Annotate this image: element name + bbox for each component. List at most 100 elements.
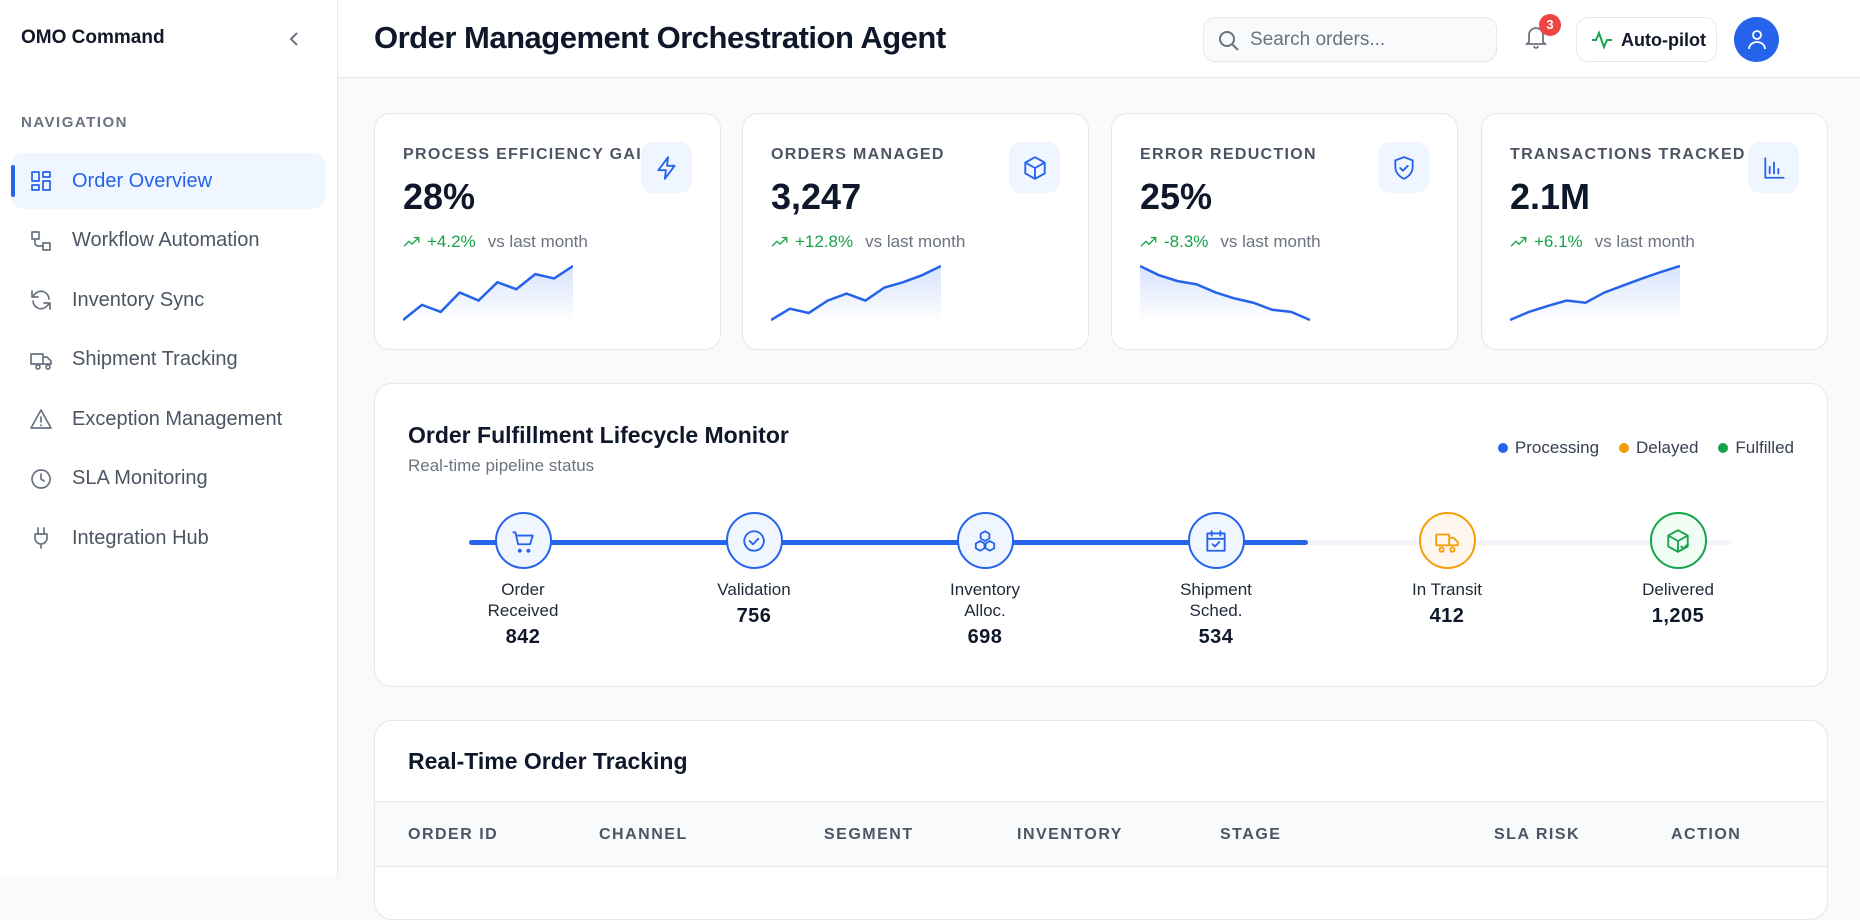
nav-label: Order Overview [72,169,213,192]
kpi-compare: vs last month [487,232,588,251]
stage-count: 842 [505,626,541,648]
kpi-icon [1378,142,1429,193]
pulse-icon [1592,30,1612,50]
header: Order Management Orchestration Agent Sea… [338,0,1860,78]
icon [31,230,51,251]
icon [1023,155,1046,180]
kpi-card: ERROR REDUCTION 25% -8.3% vs last month [1111,113,1458,350]
sparkline-svg [770,264,942,322]
kpi-value: 25% [1140,176,1213,217]
stage-icon [1649,512,1707,569]
icon [1667,528,1689,553]
stage-label: Inventory Alloc. [950,580,1020,620]
nav-label: Inventory Sync [72,288,205,311]
kpi-change-row: +6.1% vs last month [1510,232,1695,252]
kpi-value: 28% [403,176,476,217]
kpi-compare: vs last month [1594,232,1695,251]
search-icon [1219,31,1239,51]
icon [656,155,676,180]
nav-item[interactable]: Inventory Sync [11,272,325,328]
stage-label: Delivered [1642,580,1714,599]
icon [743,529,765,552]
legend-item: Fulfilled [1718,438,1794,458]
column-header: CHANNEL [599,826,688,843]
sparkline-svg [402,264,574,322]
sparkline [1509,264,1681,327]
kpi-change: +12.8% [771,232,853,252]
icon [31,290,51,310]
kpi-card: ORDERS MANAGED 3,247 +12.8% vs last month [742,113,1089,350]
section-label: NAVIGATION [21,114,128,131]
sparkline-line [1509,264,1681,322]
column-header: SEGMENT [824,826,914,843]
kpi-change-row: +4.2% vs last month [403,232,588,252]
nav-label: Workflow Automation [72,229,260,251]
icon [30,409,52,429]
nav-label: Exception Management [72,407,283,430]
sparkline-area [403,266,573,322]
stage: Inventory Alloc. 698 [915,512,1055,649]
autopilot-button[interactable]: Auto-pilot [1576,17,1717,62]
legend-label: Delayed [1636,438,1699,457]
stage-icon [494,512,552,569]
kpi-compare: vs last month [865,232,966,251]
icon [1510,236,1527,247]
legend-item: Delayed [1619,438,1698,458]
legend-label: Processing [1514,438,1600,457]
kpi-change-text: +12.8% [795,232,854,251]
nav-label: SLA Monitoring [72,467,208,489]
column-header: SLA RISK [1494,826,1581,843]
track-progress [469,540,1308,545]
kpi-change: +6.1% [1510,232,1583,252]
kpi-label: PROCESS EFFICIENCY GAIN [403,146,655,163]
legend-dot [1718,443,1729,453]
stage-count: 412 [1429,605,1465,627]
stage: Delivered 1,205 [1608,512,1748,628]
sparkline [1139,264,1311,327]
kpi-change-row: -8.3% vs last month [1140,232,1321,252]
sparkline-area [1510,266,1680,322]
kpi-change: +4.2% [403,232,476,252]
stage: Shipment Sched. 534 [1146,512,1286,649]
nav-label: Integration Hub [72,526,209,549]
sparkline [402,264,574,327]
stage-count: 756 [736,605,772,627]
kpi-label: TRANSACTIONS TRACKED [1510,146,1746,163]
user-avatar[interactable] [1734,17,1779,62]
page: OMO Command NAVIGATION Order Overview Wor… [11,0,1860,920]
stage-icon [956,512,1014,569]
column-header: ACTION [1671,826,1742,843]
legend-label: Fulfilled [1735,438,1794,457]
icon [771,236,788,247]
nav-item[interactable]: SLA Monitoring [11,451,325,507]
stage-label: Order Received [487,580,559,620]
icon [403,236,420,247]
sparkline-area [1140,266,1310,322]
collapse-button[interactable] [286,30,302,48]
search-box[interactable]: Search orders... [1203,17,1497,62]
icon [1140,236,1157,247]
icon [974,529,996,552]
kpi-value: 3,247 [771,176,862,217]
nav-item[interactable]: Order Overview [11,153,325,209]
legend-dot [1497,443,1508,453]
stage-label: Validation [717,580,791,599]
kpi-compare: vs last month [1220,232,1321,251]
stage-icon [725,512,783,569]
tracking-panel: Real-Time Order Tracking ORDER ID CHANNEL… [374,720,1828,920]
kpi-value: 2.1M [1510,176,1591,217]
nav-item[interactable]: Shipment Tracking [11,332,325,388]
column-header: INVENTORY [1017,826,1123,843]
sparkline-svg [1139,264,1311,322]
stage: Order Received 842 [453,512,593,649]
kpi-change-row: +12.8% vs last month [771,232,965,252]
stage: Validation 756 [684,512,824,628]
nav-label: Shipment Tracking [72,348,238,370]
nav-item[interactable]: Workflow Automation [11,213,325,269]
nav-item[interactable]: Exception Management [11,391,325,447]
lifecycle-panel: Order Fulfillment Lifecycle Monitor Real… [374,383,1828,687]
kpi-icon [1748,142,1799,193]
nav-item[interactable]: Integration Hub [11,510,325,566]
sparkline [770,264,942,327]
sparkline-svg [1509,264,1681,322]
